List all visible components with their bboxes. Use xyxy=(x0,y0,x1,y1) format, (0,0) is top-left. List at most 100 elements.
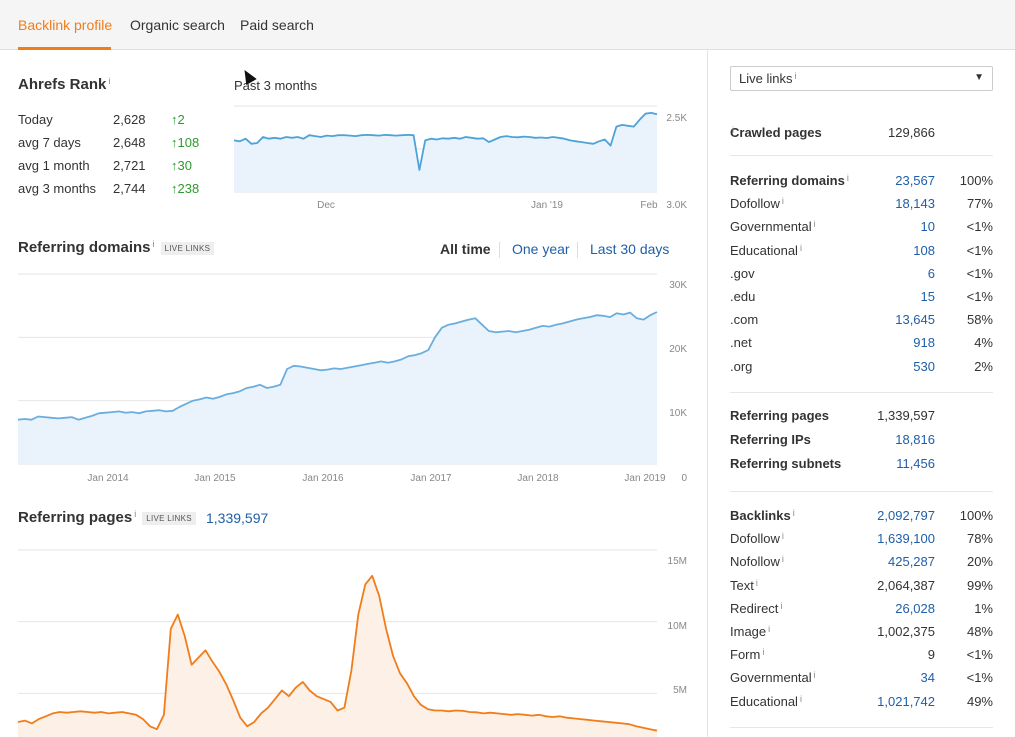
stat-label: Educational i xyxy=(730,693,802,709)
info-icon[interactable]: i xyxy=(794,71,797,81)
stat-label: Text i xyxy=(730,577,758,593)
info-icon[interactable]: i xyxy=(799,693,802,704)
stat-value[interactable]: 26,028 xyxy=(895,600,935,616)
tab-paid-search[interactable]: Paid search xyxy=(240,17,314,33)
info-icon[interactable]: i xyxy=(781,531,784,542)
range-last-30-days[interactable]: Last 30 days xyxy=(590,241,670,257)
backlinks-row: Redirect i 26,028 1% xyxy=(730,601,993,623)
stat-label: Referring pages xyxy=(730,408,829,423)
tab-bar: Backlink profile Organic search Paid sea… xyxy=(0,0,1015,50)
divider xyxy=(730,491,993,492)
stat-value[interactable]: 2,092,797 xyxy=(877,508,935,523)
range-one-year[interactable]: One year xyxy=(512,241,570,257)
stat-label: Dofollow i xyxy=(730,196,784,212)
stat-value[interactable]: 34 xyxy=(920,670,935,686)
stat-label: Redirect i xyxy=(730,600,783,616)
refdomains-row: Educational i 108 <1% xyxy=(730,243,993,265)
stat-value[interactable]: 11,456 xyxy=(896,456,935,471)
backlinks-row: Image i 1,002,375 48% xyxy=(730,624,993,646)
rank-row: avg 1 month 2,721 ↑30 xyxy=(18,158,208,178)
refdomains-row: .org 530 2% xyxy=(730,359,993,381)
info-icon[interactable]: i xyxy=(846,173,849,183)
y-tick-label: 2.5K xyxy=(666,113,687,124)
backlinks-row: Backlinks i 2,092,797 100% xyxy=(730,508,993,530)
referring-pages-title-text: Referring pages xyxy=(18,509,133,526)
rank-row-change: ↑30 xyxy=(171,158,192,173)
stat-value[interactable]: 425,287 xyxy=(888,554,935,570)
tab-organic-search[interactable]: Organic search xyxy=(130,17,225,33)
info-icon[interactable]: i xyxy=(732,125,734,135)
refdomains-row: Governmental i 10 <1% xyxy=(730,219,993,241)
stat-percent: 58% xyxy=(966,312,993,328)
range-all-time[interactable]: All time xyxy=(440,241,491,257)
stat-value[interactable]: 108 xyxy=(913,242,935,258)
stat-label: Backlinks i xyxy=(730,508,795,523)
rank-row-value: 2,628 xyxy=(113,112,146,127)
info-icon[interactable]: i xyxy=(152,239,155,249)
referring-pages-chart[interactable]: 15M 10M 5M xyxy=(17,548,690,737)
refdomains-row: .gov 6 <1% xyxy=(730,266,993,288)
info-icon[interactable]: i xyxy=(792,508,795,518)
y-tick-label: 3.0K xyxy=(666,200,687,211)
info-icon[interactable]: i xyxy=(134,509,137,519)
info-icon[interactable]: i xyxy=(799,242,802,253)
stat-value[interactable]: 10 xyxy=(920,219,935,235)
stat-value[interactable]: 1,639,100 xyxy=(877,531,935,547)
stat-label: .org xyxy=(730,358,753,374)
live-links-select[interactable]: Live links i ▼ xyxy=(730,66,993,91)
series-line xyxy=(17,311,658,421)
stat-percent: 2% xyxy=(974,358,993,374)
stat-percent: 48% xyxy=(966,624,993,639)
refdomains-row: .com 13,645 58% xyxy=(730,312,993,334)
info-icon[interactable]: i xyxy=(768,624,771,634)
stat-value: 1,002,375 xyxy=(877,624,935,639)
info-icon[interactable]: i xyxy=(813,219,816,230)
stat-value[interactable]: 13,645 xyxy=(895,312,935,328)
stat-value[interactable]: 6 xyxy=(927,265,935,281)
live-links-badge: LIVE LINKS xyxy=(160,241,215,255)
stat-value[interactable]: 918 xyxy=(913,335,935,351)
backlinks-row: Educational i 1,021,742 49% xyxy=(730,694,993,716)
y-tick-label: 20K xyxy=(669,344,687,355)
stat-value[interactable]: 18,816 xyxy=(895,432,935,447)
rank-row: avg 3 months 2,744 ↑238 xyxy=(18,181,208,201)
referring-domains-chart[interactable]: 30K 20K 10K 0 Jan 2014 Jan 2015 Jan 2016 Jan 20… xyxy=(17,272,690,487)
info-icon[interactable]: i xyxy=(108,76,111,86)
y-tick-label: 5M xyxy=(673,685,687,696)
rank-row: Today 2,628 ↑2 xyxy=(18,112,208,132)
x-tick-label: Jan 2018 xyxy=(517,473,559,484)
stat-percent: 4% xyxy=(974,335,993,351)
info-icon[interactable]: i xyxy=(755,577,758,588)
y-tick-label: 15M xyxy=(668,556,687,567)
x-tick-label: Jan '19 xyxy=(531,200,563,211)
stat-percent: 100% xyxy=(959,508,993,523)
rank-row-change: ↑238 xyxy=(171,181,200,196)
stat-percent: 99% xyxy=(966,577,993,593)
stat-value[interactable]: 18,143 xyxy=(895,196,935,212)
stat-label: .gov xyxy=(730,265,755,281)
rank-period-label: Past 3 months xyxy=(234,78,318,93)
stat-value[interactable]: 530 xyxy=(913,358,935,374)
referring-domains-title-text: Referring domains xyxy=(18,239,151,256)
stat-label: Referring domains i xyxy=(730,173,849,188)
stat-label: .com xyxy=(730,312,759,328)
x-tick-label: Jan 2014 xyxy=(87,473,129,484)
x-tick-label: Jan 2017 xyxy=(410,473,452,484)
info-icon[interactable]: i xyxy=(780,600,783,611)
info-icon[interactable]: i xyxy=(813,670,816,681)
stat-value[interactable]: 1,021,742 xyxy=(877,693,935,709)
stat-percent: <1% xyxy=(966,289,993,304)
rank-row-label: Today xyxy=(18,112,53,127)
ahrefs-rank-chart[interactable]: 2.5K 3.0K Dec Jan '19 Feb xyxy=(233,105,689,215)
tab-backlink-profile[interactable]: Backlink profile xyxy=(18,17,113,33)
stat-value[interactable]: 23,567 xyxy=(895,173,935,188)
referring-pages-count[interactable]: 1,339,597 xyxy=(206,510,269,526)
stat-value[interactable]: 15 xyxy=(920,289,935,304)
stat-percent: 1% xyxy=(974,600,993,616)
x-tick-label: Jan 2016 xyxy=(302,473,344,484)
rank-row-value: 2,648 xyxy=(113,135,146,150)
info-icon[interactable]: i xyxy=(781,196,784,207)
stat-value: 129,866 xyxy=(888,125,935,140)
info-icon[interactable]: i xyxy=(781,554,784,565)
info-icon[interactable]: i xyxy=(762,647,765,658)
